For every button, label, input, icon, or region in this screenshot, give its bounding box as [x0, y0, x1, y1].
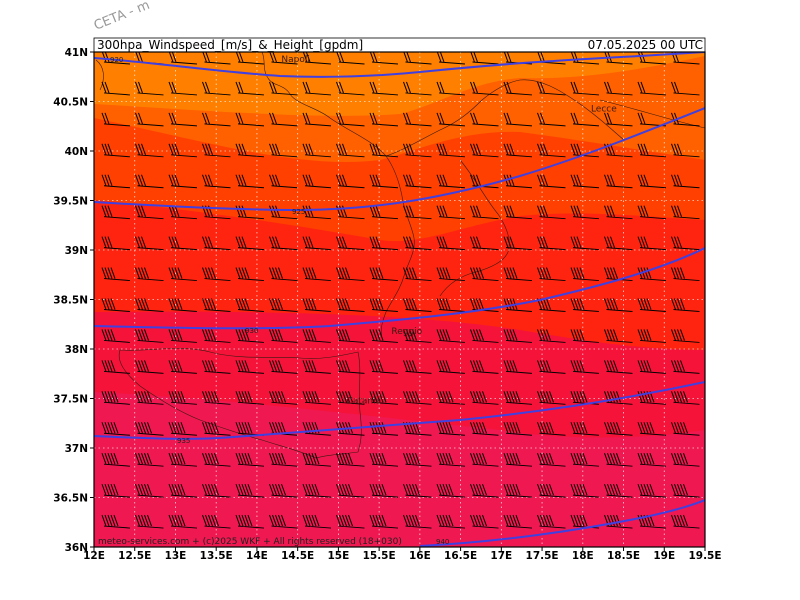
- wind-barbs: [101, 52, 700, 529]
- height-contour: [94, 247, 705, 330]
- coastline: [95, 52, 705, 459]
- wind-barb-row: [101, 81, 700, 96]
- height-contour: [419, 499, 705, 547]
- wind-barb-row: [101, 112, 700, 127]
- height-contour: [94, 381, 705, 440]
- city-label: Napoli: [281, 55, 309, 65]
- lat-label: 40.5N: [53, 97, 88, 109]
- wind-barb-row: [101, 143, 700, 158]
- valid-datetime: 07.05.2025 00 UTC: [588, 38, 703, 52]
- lat-label: 39N: [65, 245, 88, 257]
- lon-label: 19.5E: [688, 550, 721, 562]
- wind-barb-row: [101, 329, 700, 343]
- wind-barb-row: [101, 174, 700, 189]
- lon-label: 17E: [490, 550, 512, 562]
- model-name-partial: CETA - m: [92, 0, 152, 34]
- lon-label: 15.5E: [363, 550, 396, 562]
- latitude-axis: 41N 40.5N 40N 39.5N 39N 38.5N 38N 37.5N 37N 36.5N…: [53, 47, 94, 554]
- lon-label: 12E: [83, 550, 105, 562]
- city-labels: NapoliBariLecceReggioCatania: [281, 55, 617, 407]
- lat-label: 37.5N: [53, 394, 88, 406]
- height-contour: [94, 52, 705, 78]
- lon-label: 17.5E: [526, 550, 559, 562]
- lat-label: 39.5N: [53, 196, 88, 208]
- lon-label: 14.5E: [281, 550, 314, 562]
- lon-label: 19E: [653, 550, 675, 562]
- lon-label: 16E: [409, 550, 431, 562]
- lat-label: 36.5N: [53, 493, 88, 505]
- map-title: 300hpa_Windspeed_[m/s]_&_Height_[gpdm]: [97, 38, 363, 52]
- lon-label: 14E: [246, 550, 268, 562]
- lat-label: 38.5N: [53, 295, 88, 307]
- height-contours: 920 925 930 935: [94, 52, 705, 547]
- wind-barb-row: [101, 267, 700, 282]
- wind-barb-row: [101, 298, 700, 312]
- lat-label: 40N: [65, 146, 88, 158]
- lon-label: 16.5E: [444, 550, 477, 562]
- fill-band-1: [94, 52, 705, 116]
- contour-label-940: 940: [436, 538, 449, 546]
- footer-credit: meteo-services.com + (c)2025 WKF + All r…: [98, 537, 402, 547]
- lon-label: 13E: [165, 550, 187, 562]
- lon-label: 18.5E: [607, 550, 640, 562]
- lon-label: 13.5E: [200, 550, 233, 562]
- wind-barb-row: [101, 453, 700, 467]
- city-label: Reggio: [391, 327, 422, 337]
- lon-label: 12.5E: [118, 550, 151, 562]
- lat-label: 37N: [65, 443, 88, 455]
- wind-barb-row: [101, 360, 700, 374]
- city-label: Catania: [347, 396, 382, 406]
- lat-label: 38N: [65, 344, 88, 356]
- city-label: Lecce: [591, 104, 617, 114]
- wind-barb-row: [101, 422, 700, 436]
- lat-label: 41N: [65, 47, 88, 59]
- lon-label: 15E: [328, 550, 350, 562]
- lon-label: 18E: [572, 550, 594, 562]
- wind-barb-row: [101, 483, 700, 498]
- contour-label: 920: [110, 56, 123, 64]
- wind-barb-row: [101, 236, 700, 251]
- height-contour: [94, 107, 705, 212]
- lat-label: 36N: [65, 542, 88, 554]
- contour-label: 935: [177, 437, 190, 445]
- longitude-axis: 12E 12.5E 13E 13.5E 14E 14.5E 15E 15.5E 16E 16.5E…: [83, 547, 722, 562]
- contour-label: 930: [245, 327, 258, 335]
- contour-label: 925: [292, 208, 305, 216]
- wind-barb-row: [101, 205, 700, 220]
